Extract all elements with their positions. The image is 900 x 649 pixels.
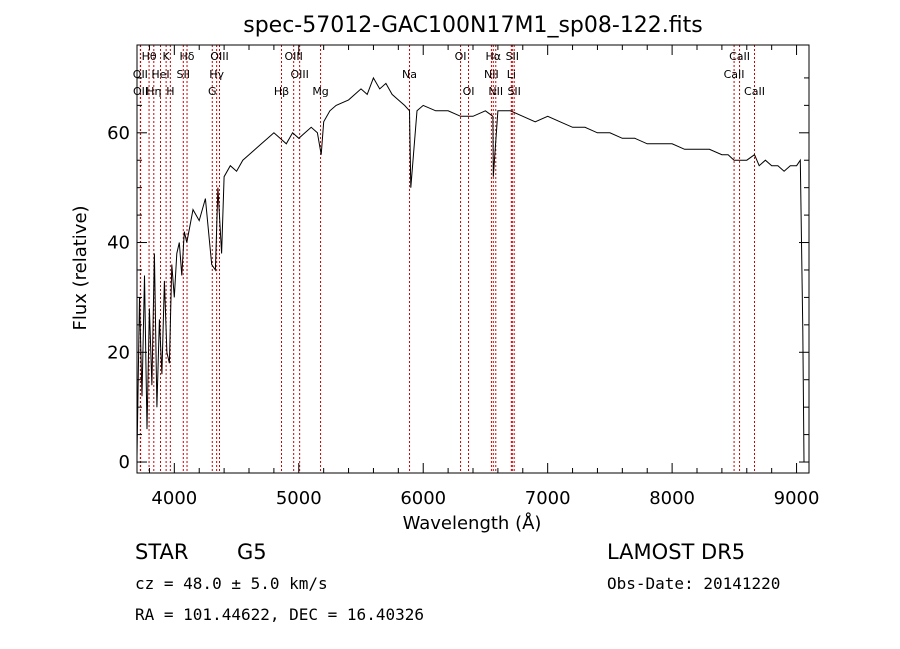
marker-label: OII bbox=[133, 68, 148, 81]
marker-label: G bbox=[208, 85, 217, 98]
marker-label: Hδ bbox=[180, 50, 195, 63]
marker-label: NII bbox=[484, 68, 499, 81]
x-tick-label: 4000 bbox=[151, 488, 197, 509]
marker-label: Li bbox=[507, 68, 516, 81]
marker-label: OIII bbox=[210, 50, 228, 63]
marker-label: Mg bbox=[312, 85, 328, 98]
y-tick-label: 0 bbox=[119, 452, 130, 473]
marker-label: Hα bbox=[486, 50, 502, 63]
spectrum-line bbox=[136, 76, 805, 463]
marker-label: SII bbox=[507, 85, 520, 98]
coordinates: RA = 101.44622, DEC = 16.40326 bbox=[135, 605, 424, 624]
y-axis-label: Flux (relative) bbox=[70, 205, 91, 330]
marker-label: NII bbox=[488, 85, 503, 98]
marker-label: OIII bbox=[290, 68, 308, 81]
marker-label: K bbox=[163, 50, 171, 63]
marker-label: Hβ bbox=[274, 85, 289, 98]
object-subclass: G5 bbox=[237, 540, 267, 564]
marker-label: OI bbox=[463, 85, 475, 98]
y-tick-label: 40 bbox=[107, 233, 130, 254]
marker-label: OIII bbox=[284, 50, 302, 63]
y-tick-label: 60 bbox=[107, 123, 130, 144]
marker-label: HeI bbox=[151, 68, 169, 81]
x-tick-label: 9000 bbox=[774, 488, 820, 509]
x-tick-label: 6000 bbox=[400, 488, 446, 509]
marker-label: CaII bbox=[729, 50, 750, 63]
x-tick-label: 8000 bbox=[649, 488, 695, 509]
spectral-line-markers bbox=[139, 45, 755, 473]
marker-label: SII bbox=[506, 50, 519, 63]
marker-label: Hη bbox=[146, 85, 161, 98]
y-tick-label: 20 bbox=[107, 342, 130, 363]
chart-title: spec-57012-GAC100N17M1_sp08-122.fits bbox=[243, 13, 703, 38]
axes: 4000 5000 6000 7000 8000 9000 0 20 40 60 bbox=[107, 45, 819, 509]
x-tick-label: 5000 bbox=[276, 488, 322, 509]
x-axis-label: Wavelength (Å) bbox=[403, 512, 542, 534]
marker-label: H bbox=[166, 85, 174, 98]
marker-label: Hγ bbox=[209, 68, 224, 81]
x-tick-label: 7000 bbox=[525, 488, 571, 509]
object-class: STAR bbox=[135, 540, 189, 564]
marker-label: CaII bbox=[724, 68, 745, 81]
spectral-line-labels: Hθ K Hδ OIII OIII OI Hα SII CaII OII HeI SII Hγ OIII N… bbox=[133, 50, 765, 98]
marker-label: Na bbox=[402, 68, 417, 81]
marker-label: Hθ bbox=[142, 50, 157, 63]
obs-date: Obs-Date: 20141220 bbox=[607, 574, 781, 593]
marker-label: SII bbox=[177, 68, 190, 81]
plot-frame bbox=[136, 44, 810, 474]
cz-value: cz = 48.0 ± 5.0 km/s bbox=[135, 574, 328, 593]
marker-label: OI bbox=[455, 50, 467, 63]
survey-name: LAMOST DR5 bbox=[607, 540, 746, 564]
marker-label: CaII bbox=[744, 85, 765, 98]
